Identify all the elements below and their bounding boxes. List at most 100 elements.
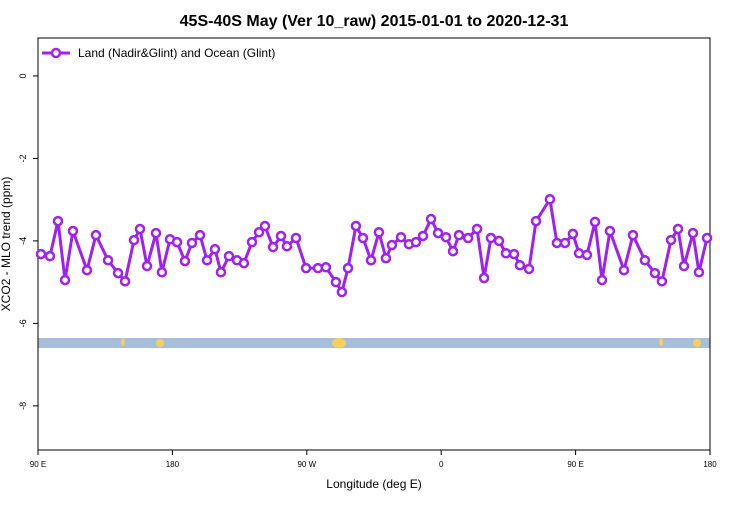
point: [215, 267, 227, 278]
x-tick-label: 90 E: [567, 460, 583, 469]
y-tick-label: -4: [18, 237, 28, 245]
point: [156, 267, 168, 278]
point: [320, 262, 332, 273]
point: [119, 276, 131, 287]
y-axis-label: XCO2 - MLO trend (ppm): [0, 177, 13, 312]
point: [275, 230, 287, 242]
point: [67, 225, 79, 237]
point: [246, 236, 258, 248]
point: [141, 260, 153, 272]
point: [544, 194, 556, 205]
point: [259, 220, 271, 232]
point: [471, 223, 483, 235]
point: [693, 267, 705, 278]
point: [281, 241, 293, 252]
point: [447, 245, 459, 257]
point: [453, 229, 465, 241]
point: [432, 227, 444, 239]
point: [59, 274, 71, 286]
point: [618, 264, 630, 276]
x-tick-label: 0: [439, 460, 444, 469]
point: [380, 252, 392, 264]
point: [171, 236, 183, 248]
surface-mask: [38, 338, 710, 348]
point: [581, 249, 593, 261]
point: [627, 229, 639, 241]
point: [194, 229, 206, 241]
point: [253, 226, 265, 238]
point: [500, 248, 512, 259]
point: [35, 248, 47, 260]
point: [701, 232, 713, 244]
point: [186, 237, 198, 249]
point: [373, 226, 385, 238]
point: [672, 223, 684, 235]
ocean-band: [38, 338, 710, 348]
point: [300, 262, 312, 274]
y-tick-label: 0: [18, 73, 28, 78]
point: [589, 216, 601, 228]
point: [551, 237, 563, 249]
point: [523, 263, 535, 275]
x-axis-label: Longitude (deg E): [326, 477, 421, 491]
point: [267, 241, 279, 253]
point: [134, 223, 146, 235]
point: [485, 232, 497, 244]
point: [649, 267, 661, 279]
point: [330, 276, 342, 288]
point: [493, 235, 505, 247]
point: [514, 259, 526, 271]
series-line: [40, 195, 709, 296]
land-patch: [121, 338, 125, 346]
point: [90, 229, 102, 241]
point: [365, 255, 377, 266]
point: [128, 234, 140, 246]
point: [342, 262, 354, 274]
point: [410, 236, 422, 248]
x-tick-label: 180: [166, 460, 180, 469]
x-tick-label: 180: [703, 460, 717, 469]
point: [508, 248, 520, 260]
x-tick-label: 90 E: [30, 460, 46, 469]
point: [81, 264, 93, 276]
point: [395, 231, 407, 243]
point: [336, 286, 348, 298]
x-tick-label: 90 W: [297, 460, 316, 469]
point: [44, 250, 56, 262]
point: [596, 274, 608, 286]
point: [417, 230, 429, 242]
y-tick-label: -2: [18, 154, 28, 162]
point: [52, 215, 64, 227]
point: [150, 227, 162, 239]
point: [559, 237, 571, 249]
point: [462, 232, 474, 244]
point: [112, 267, 124, 279]
land-patch: [156, 339, 164, 347]
point: [102, 255, 114, 266]
point: [639, 255, 651, 266]
land-patch: [332, 338, 346, 348]
point: [209, 243, 221, 255]
point: [425, 213, 437, 225]
legend-marker: [50, 47, 62, 59]
y-tick-label: -8: [18, 402, 28, 410]
legend-label: Land (Nadir&Glint) and Ocean (Glint): [78, 46, 275, 60]
plot-frame: [37, 37, 711, 451]
land-patch: [693, 339, 701, 347]
point: [357, 232, 369, 244]
point: [665, 234, 677, 246]
y-tick-label: -6: [18, 319, 28, 327]
land-patch: [659, 338, 663, 346]
point: [440, 231, 452, 243]
point: [530, 215, 542, 227]
chart-title: 45S-40S May (Ver 10_raw) 2015-01-01 to 2…: [180, 13, 569, 30]
point: [687, 227, 699, 239]
point: [238, 257, 250, 269]
point: [678, 260, 690, 272]
point: [567, 228, 579, 240]
point: [386, 239, 398, 251]
point: [656, 276, 668, 287]
point: [201, 255, 213, 266]
point: [604, 225, 616, 237]
